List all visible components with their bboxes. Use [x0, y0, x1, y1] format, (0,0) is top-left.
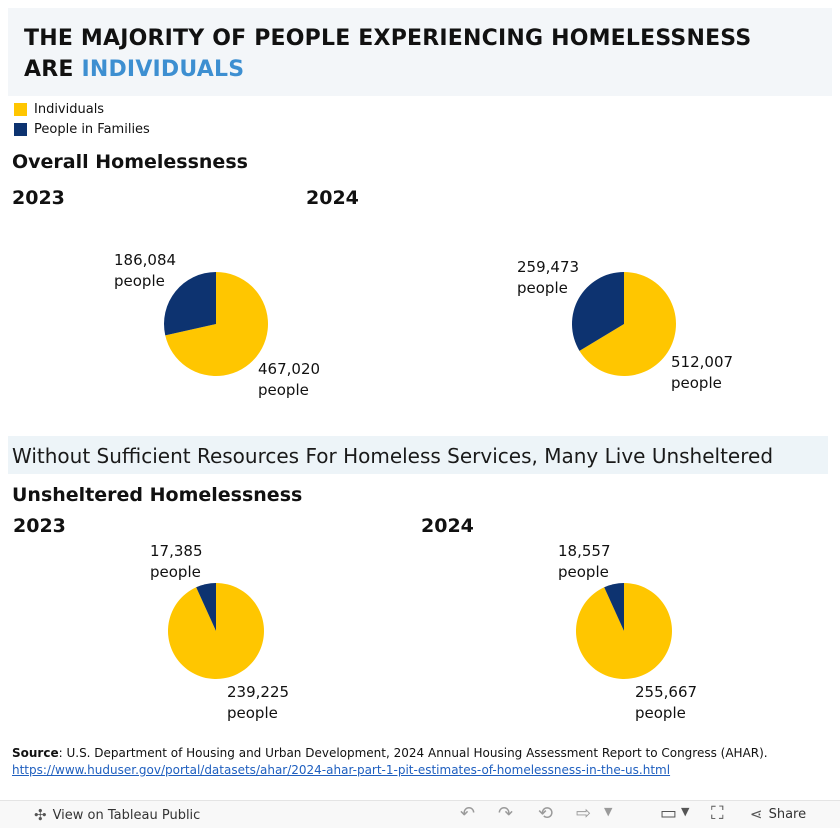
unsheltered-2023-year: 2023 — [13, 515, 66, 537]
tableau-toolbar — [0, 800, 840, 828]
title-banner — [8, 8, 832, 96]
overall-section-title: Overall Homelessness — [12, 151, 248, 173]
legend-label-individuals: Individuals — [34, 102, 105, 117]
legend-label-families: People in Families — [34, 122, 150, 137]
refresh-button[interactable]: ⇨ — [576, 803, 591, 824]
overall-2024-families-label: 259,473 people — [517, 257, 579, 299]
refresh-icon: ⇨ — [576, 803, 592, 824]
view-on-tableau-button[interactable]: ✣ View on Tableau Public — [34, 806, 200, 824]
comment-icon: ▭ — [660, 803, 678, 824]
comment-dropdown[interactable]: ▼ — [681, 805, 689, 818]
unsheltered-2023-individuals-unit: people — [227, 704, 278, 722]
undo-button[interactable]: ↶ — [460, 803, 475, 824]
overall-2023-families-slice[interactable] — [164, 272, 216, 336]
unsheltered-2023-families-value: 17,385 — [150, 542, 203, 560]
unsheltered-2023-individuals-slice[interactable] — [167, 583, 264, 680]
overall-2024-individuals-slice[interactable] — [579, 272, 676, 377]
unsheltered-2024-families-unit: people — [558, 563, 609, 581]
overall-2024-individuals-unit: people — [671, 374, 722, 392]
view-on-tableau-label: View on Tableau Public — [52, 807, 201, 823]
overall-2024-families-unit: people — [517, 279, 568, 297]
unsheltered-2024-individuals-unit: people — [635, 704, 686, 722]
overall-2024-year: 2024 — [306, 187, 359, 209]
unsheltered-2024-year: 2024 — [421, 515, 474, 537]
page-title-line-1: THE MAJORITY OF PEOPLE EXPERIENCING HOME… — [24, 26, 752, 51]
overall-2023-individuals-value: 467,020 — [258, 360, 321, 378]
source-link[interactable]: https://www.huduser.gov/portal/datasets/… — [12, 763, 671, 777]
source-note: Source: U.S. Department of Housing and U… — [12, 746, 768, 760]
unsheltered-banner-text: Without Sufficient Resources For Homeles… — [12, 444, 774, 468]
unsheltered-section-title: Unsheltered Homelessness — [12, 484, 303, 506]
unsheltered-2024-individuals-value: 255,667 — [635, 683, 698, 701]
overall-2023-families-label: 186,084 people — [114, 250, 176, 292]
unsheltered-banner — [8, 436, 828, 474]
tableau-logo-icon: ✣ — [34, 806, 47, 824]
comment-button[interactable]: ▭ — [660, 803, 677, 824]
unsheltered-2023-families-label: 17,385 people — [150, 541, 203, 583]
overall-2023-individuals-unit: people — [258, 381, 309, 399]
share-button[interactable]: ⋖ Share — [750, 805, 806, 823]
unsheltered-2024-families-value: 18,557 — [558, 542, 611, 560]
legend-swatch-families — [14, 123, 27, 136]
unsheltered-2024-individuals-label: 255,667 people — [635, 682, 697, 724]
overall-2023-families-value: 186,084 — [114, 251, 177, 269]
overall-2023-individuals-slice[interactable] — [165, 272, 269, 376]
redo-button[interactable]: ↷ — [498, 803, 513, 824]
title-prefix: ARE — [24, 57, 74, 82]
redo-icon: ↷ — [498, 803, 514, 824]
source-text: : U.S. Department of Housing and Urban D… — [58, 746, 768, 760]
unsheltered-2023-families-slice[interactable] — [196, 583, 216, 631]
legend-item-individuals[interactable]: Individuals — [14, 102, 104, 117]
revert-button[interactable]: ⟲ — [538, 803, 553, 824]
title-accent: INDIVIDUALS — [81, 57, 245, 82]
overall-2023-families-unit: people — [114, 272, 165, 290]
chevron-down-icon: ▼ — [604, 805, 613, 818]
share-label: Share — [768, 806, 807, 822]
overall-2024-families-value: 259,473 — [517, 258, 580, 276]
unsheltered-2024-individuals-slice[interactable] — [575, 583, 672, 680]
revert-icon: ⟲ — [538, 803, 554, 824]
overall-2024-families-slice[interactable] — [571, 272, 624, 351]
unsheltered-2024-families-slice[interactable] — [604, 583, 624, 631]
fullscreen-icon: ⛶ — [711, 803, 724, 824]
fullscreen-button[interactable]: ⛶ — [711, 803, 724, 824]
undo-icon: ↶ — [460, 803, 476, 824]
unsheltered-2024-families-label: 18,557 people — [558, 541, 611, 583]
page-title-line-2: ARE INDIVIDUALS — [24, 57, 244, 82]
overall-2023-year: 2023 — [12, 187, 65, 209]
unsheltered-2023-families-unit: people — [150, 563, 201, 581]
overall-2024-individuals-value: 512,007 — [671, 353, 734, 371]
legend-item-families[interactable]: People in Families — [14, 122, 150, 137]
chevron-down-icon: ▼ — [681, 805, 690, 818]
source-label: Source — [12, 746, 59, 760]
refresh-dropdown[interactable]: ▼ — [604, 805, 612, 818]
share-icon: ⋖ — [750, 805, 763, 823]
unsheltered-2023-individuals-label: 239,225 people — [227, 682, 289, 724]
overall-2024-individuals-label: 512,007 people — [671, 352, 733, 394]
overall-2023-individuals-label: 467,020 people — [258, 359, 320, 401]
unsheltered-2023-individuals-value: 239,225 — [227, 683, 290, 701]
legend-swatch-individuals — [14, 103, 27, 116]
